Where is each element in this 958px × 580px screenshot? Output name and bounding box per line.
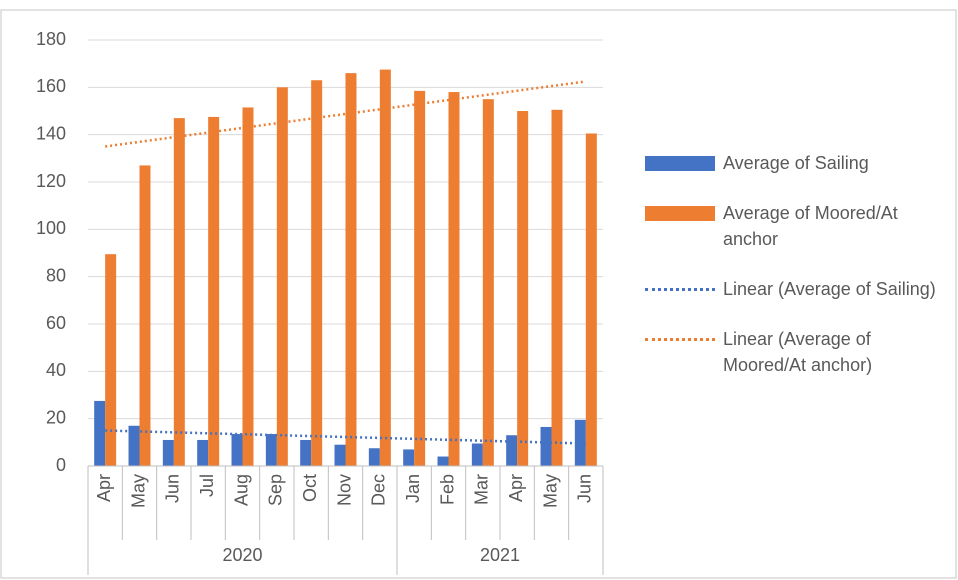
frame: [0, 9, 957, 579]
x-tick-label: Jun: [575, 474, 595, 503]
bar: [197, 439, 209, 466]
legend-item: Average of Moored/At anchor: [645, 200, 945, 252]
x-tick-label: Mar: [472, 474, 492, 505]
bar: [379, 69, 391, 466]
bar: [414, 90, 426, 466]
group-label: 2021: [480, 545, 520, 565]
y-tick-label: 140: [36, 123, 66, 143]
x-tick-label: Jul: [197, 474, 217, 497]
legend-item: Average of Sailing: [645, 150, 945, 176]
x-tick-label: Jan: [403, 474, 423, 503]
bar: [208, 116, 220, 467]
legend-item: Linear (Average of Moored/At anchor): [645, 326, 945, 378]
x-tick-label: Sep: [266, 474, 286, 506]
legend-label: Linear (Average of Moored/At anchor): [723, 329, 873, 375]
bar: [162, 439, 174, 466]
bar: [265, 434, 277, 466]
bar: [139, 165, 151, 466]
bar: [242, 107, 254, 466]
bar: [311, 80, 323, 466]
y-tick-label: 40: [46, 360, 66, 380]
y-tick-label: 60: [46, 313, 66, 333]
bar: [551, 109, 563, 467]
bar: [540, 426, 552, 466]
x-tick-label: Dec: [369, 474, 389, 506]
legend-line: [645, 288, 715, 291]
bar: [517, 111, 529, 466]
y-tick-label: 20: [46, 407, 66, 427]
x-tick-label: Apr: [506, 474, 526, 502]
legend-label: Average of Moored/At anchor: [723, 203, 898, 249]
bar: [482, 99, 494, 467]
bar: [345, 73, 357, 466]
x-tick-label: Feb: [437, 474, 457, 505]
bar: [300, 439, 312, 466]
x-tick-label: Nov: [334, 474, 354, 506]
bar: [173, 118, 185, 466]
legend-label: Linear (Average of Sailing): [723, 279, 936, 299]
x-tick-label: Oct: [300, 474, 320, 502]
legend-key: [645, 326, 715, 352]
y-tick-label: 100: [36, 218, 66, 238]
bar: [437, 456, 449, 466]
bar: [368, 448, 380, 466]
legend-key: [645, 276, 715, 302]
group-label: 2020: [222, 545, 262, 565]
bar: [448, 92, 460, 467]
x-tick-label: May: [128, 474, 148, 508]
legend-key: [645, 156, 715, 171]
legend-item: Linear (Average of Sailing): [645, 276, 945, 302]
x-tick-label: May: [540, 474, 560, 508]
x-tick-label: Jun: [163, 474, 183, 503]
bar: [94, 400, 106, 466]
legend-line: [645, 338, 715, 341]
legend-label: Average of Sailing: [723, 153, 869, 173]
y-tick-label: 80: [46, 265, 66, 285]
bar: [276, 87, 288, 466]
trendline: [104, 80, 587, 148]
bar: [471, 443, 483, 466]
y-tick-label: 0: [56, 455, 66, 475]
trendline: [105, 429, 586, 445]
bar: [231, 434, 243, 466]
y-tick-label: 160: [36, 76, 66, 96]
bar: [403, 449, 415, 466]
y-tick-label: 180: [36, 29, 66, 49]
bar: [128, 425, 140, 466]
legend-key: [645, 206, 715, 221]
x-tick-label: Aug: [231, 474, 251, 506]
bar: [105, 254, 117, 466]
bar: [334, 444, 346, 466]
bar: [585, 133, 597, 466]
x-tick-label: Apr: [94, 474, 114, 502]
bar: [506, 435, 518, 466]
y-tick-label: 120: [36, 171, 66, 191]
legend: Average of Sailing Average of Moored/At a…: [645, 150, 945, 402]
